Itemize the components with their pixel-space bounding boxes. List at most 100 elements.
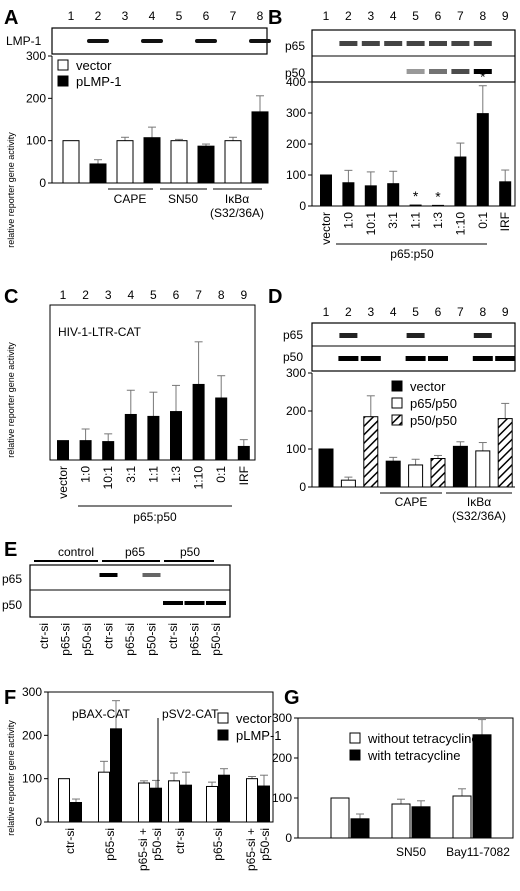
blot-band: [428, 356, 448, 361]
bar-chart: 0 100 200 300: [26, 49, 269, 190]
lane-number: 7: [195, 288, 202, 302]
lane-number: 9: [240, 288, 247, 302]
group-labels: CAPE SN50 IκBα (S32/36A): [108, 188, 264, 220]
bar: [246, 778, 258, 823]
bar: [342, 182, 355, 207]
lane-number: 4: [127, 288, 134, 302]
bar: [116, 140, 134, 184]
bar: [62, 140, 80, 184]
y-tick-label: 400: [286, 75, 306, 89]
x-tick-label: p65-si: [188, 623, 202, 656]
lane-number: 3: [367, 9, 374, 23]
lane-number: 4: [149, 9, 156, 23]
group-sublabel: (S32/36A): [210, 206, 264, 220]
lane-number: 1: [60, 288, 67, 302]
blot-band: [451, 69, 470, 74]
x-tick-label: 3:1: [386, 212, 400, 229]
bar: [58, 778, 70, 823]
legend: vector pLMP-1: [57, 58, 122, 89]
bar: [251, 111, 269, 184]
group-label: p65: [125, 545, 145, 559]
bar: [180, 784, 192, 823]
group-sublabel: (S32/36A): [452, 509, 506, 523]
legend-swatch-without: [349, 732, 361, 744]
y-tick-label: 100: [286, 442, 306, 456]
x-tick-label: 1:1: [146, 466, 160, 483]
blot-band: [99, 573, 118, 577]
significance-star: *: [480, 69, 486, 85]
lane-number: 4: [390, 305, 397, 319]
lane-numbers: 1 2 3 4 5 6 7 8 9: [323, 305, 509, 319]
lane-number: 8: [257, 9, 264, 23]
group-label: control: [58, 545, 94, 559]
blot-band: [339, 333, 358, 338]
x-tick-label: 1:0: [79, 466, 93, 483]
bar: [408, 464, 424, 488]
lane-number: 2: [82, 288, 89, 302]
lane-number: 5: [412, 305, 419, 319]
bar: [387, 183, 400, 207]
y-tick-label: 200: [286, 404, 306, 418]
x-tick-label: 10:1: [101, 466, 115, 490]
lane-number: 7: [457, 9, 464, 23]
legend-label: p65/p50: [410, 396, 457, 411]
blot-bands: [87, 39, 271, 43]
panel-letter: E: [4, 539, 17, 561]
x-tick-label: ctr-si: [173, 828, 187, 854]
bar-chart: vector 1:0 10:1 3:1 1:1 1:3 1:10 0:1 IRF: [49, 304, 256, 499]
lane-number: 3: [105, 288, 112, 302]
group-label: p65:p50: [390, 247, 434, 261]
bar: [497, 418, 513, 488]
lane-number: 6: [173, 288, 180, 302]
bar: [258, 785, 270, 823]
x-tick-label: 3:1: [124, 466, 138, 483]
legend: vector pLMP-1: [217, 711, 282, 743]
legend-label: pLMP-1: [76, 74, 122, 89]
x-tick-label: p65-si +: [136, 828, 150, 871]
bar: [124, 413, 137, 461]
panel-f: F relative reporter gene activity 0 100 20…: [4, 685, 282, 871]
x-tick-label: 1:0: [341, 212, 355, 229]
blot-band: [339, 41, 358, 46]
y-tick-label: 300: [286, 106, 306, 120]
legend-label: vector: [410, 379, 446, 394]
blot-band: [141, 39, 163, 43]
bar: [320, 174, 332, 207]
bar: [110, 728, 122, 823]
lane-number: 8: [479, 9, 486, 23]
x-tick-label: Bay11-7082: [446, 845, 510, 859]
y-tick-label: 0: [35, 815, 42, 829]
significance-star: *: [435, 188, 441, 204]
lane-number: 4: [390, 9, 397, 23]
blot-frame: [29, 564, 231, 618]
legend-label: vector: [236, 711, 272, 726]
x-tick-label: p50-si: [258, 828, 272, 861]
lane-number: 5: [176, 9, 183, 23]
blot-bands: [338, 333, 516, 361]
bar: [168, 780, 180, 823]
group-label: p65:p50: [133, 510, 177, 524]
legend-swatch-plmp1: [57, 75, 69, 87]
subchart-title: pBAX-CAT: [72, 707, 130, 721]
bar: [70, 802, 82, 823]
group-label: IκBα: [467, 495, 491, 509]
legend: without tetracycline with tetracycline: [349, 731, 479, 763]
bar: [206, 785, 218, 823]
lane-number: 2: [345, 9, 352, 23]
bar: [318, 448, 334, 488]
x-tick-label: IRF: [498, 212, 512, 231]
x-tick-label: p50-si: [145, 623, 159, 656]
lane-number: 5: [412, 9, 419, 23]
blot-band: [249, 39, 271, 43]
blot-band: [429, 41, 447, 46]
bar: [147, 415, 160, 461]
blot-band: [338, 356, 359, 361]
lane-number: 7: [230, 9, 237, 23]
x-tick-label: IRF: [237, 466, 251, 485]
lane-number: 6: [203, 9, 210, 23]
bar-chart: 0 100 200 300: [286, 366, 515, 494]
y-tick-label: 200: [286, 137, 306, 151]
blot-label: p65: [285, 39, 305, 53]
y-tick-label: 300: [286, 366, 306, 380]
blot-band: [360, 356, 381, 361]
